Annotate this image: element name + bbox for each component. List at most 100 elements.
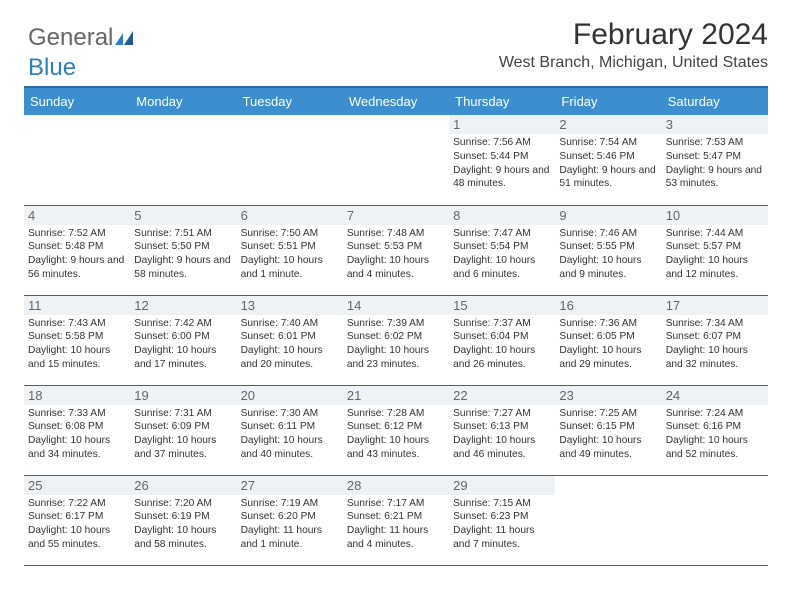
- day-number: 7: [343, 206, 449, 225]
- day-detail: Sunrise: 7:37 AMSunset: 6:04 PMDaylight:…: [453, 317, 551, 372]
- day-header: Sunday: [24, 87, 130, 115]
- day-number: 27: [237, 476, 343, 495]
- day-number: 23: [555, 386, 661, 405]
- day-header: Tuesday: [237, 87, 343, 115]
- day-detail: Sunrise: 7:39 AMSunset: 6:02 PMDaylight:…: [347, 317, 445, 372]
- day-number: 2: [555, 115, 661, 134]
- brand-part2: Blue: [28, 54, 76, 81]
- day-detail: Sunrise: 7:27 AMSunset: 6:13 PMDaylight:…: [453, 407, 551, 462]
- calendar-day: [130, 115, 236, 205]
- calendar-day: 15 Sunrise: 7:37 AMSunset: 6:04 PMDayligh…: [449, 295, 555, 385]
- calendar-day: 28 Sunrise: 7:17 AMSunset: 6:21 PMDayligh…: [343, 475, 449, 565]
- day-detail: Sunrise: 7:47 AMSunset: 5:54 PMDaylight:…: [453, 227, 551, 282]
- day-detail: Sunrise: 7:44 AMSunset: 5:57 PMDaylight:…: [666, 227, 764, 282]
- calendar-week: 25 Sunrise: 7:22 AMSunset: 6:17 PMDayligh…: [24, 475, 768, 565]
- calendar-day: [555, 475, 661, 565]
- calendar-day: 13 Sunrise: 7:40 AMSunset: 6:01 PMDayligh…: [237, 295, 343, 385]
- day-detail: Sunrise: 7:40 AMSunset: 6:01 PMDaylight:…: [241, 317, 339, 372]
- calendar-day: 3 Sunrise: 7:53 AMSunset: 5:47 PMDaylight…: [662, 115, 768, 205]
- day-detail: Sunrise: 7:36 AMSunset: 6:05 PMDaylight:…: [559, 317, 657, 372]
- calendar-day: 17 Sunrise: 7:34 AMSunset: 6:07 PMDayligh…: [662, 295, 768, 385]
- location-subtitle: West Branch, Michigan, United States: [24, 54, 768, 72]
- day-detail: Sunrise: 7:53 AMSunset: 5:47 PMDaylight:…: [666, 136, 764, 191]
- day-detail: Sunrise: 7:24 AMSunset: 6:16 PMDaylight:…: [666, 407, 764, 462]
- calendar-day: 6 Sunrise: 7:50 AMSunset: 5:51 PMDaylight…: [237, 205, 343, 295]
- calendar-day: 26 Sunrise: 7:20 AMSunset: 6:19 PMDayligh…: [130, 475, 236, 565]
- day-detail: Sunrise: 7:33 AMSunset: 6:08 PMDaylight:…: [28, 407, 126, 462]
- calendar-day: 21 Sunrise: 7:28 AMSunset: 6:12 PMDayligh…: [343, 385, 449, 475]
- flag-icon: [115, 26, 135, 54]
- calendar-day: 2 Sunrise: 7:54 AMSunset: 5:46 PMDaylight…: [555, 115, 661, 205]
- day-number: 13: [237, 296, 343, 315]
- day-header: Thursday: [449, 87, 555, 115]
- calendar-day: 1Sunrise: 7:56 AMSunset: 5:44 PMDaylight…: [449, 115, 555, 205]
- day-number: 18: [24, 386, 130, 405]
- day-detail: Sunrise: 7:17 AMSunset: 6:21 PMDaylight:…: [347, 497, 445, 552]
- day-detail: Sunrise: 7:22 AMSunset: 6:17 PMDaylight:…: [28, 497, 126, 552]
- day-number: 12: [130, 296, 236, 315]
- calendar-day: [24, 115, 130, 205]
- day-detail: Sunrise: 7:46 AMSunset: 5:55 PMDaylight:…: [559, 227, 657, 282]
- day-detail: Sunrise: 7:28 AMSunset: 6:12 PMDaylight:…: [347, 407, 445, 462]
- calendar-day: 27Sunrise: 7:19 AMSunset: 6:20 PMDayligh…: [237, 475, 343, 565]
- day-number: 24: [662, 386, 768, 405]
- day-detail: Sunrise: 7:15 AMSunset: 6:23 PMDaylight:…: [453, 497, 551, 552]
- day-number: 26: [130, 476, 236, 495]
- day-detail: Sunrise: 7:20 AMSunset: 6:19 PMDaylight:…: [134, 497, 232, 552]
- calendar-day: 14 Sunrise: 7:39 AMSunset: 6:02 PMDayligh…: [343, 295, 449, 385]
- calendar-week: 11 Sunrise: 7:43 AMSunset: 5:58 PMDayligh…: [24, 295, 768, 385]
- day-number: 29: [449, 476, 555, 495]
- calendar-week: 1Sunrise: 7:56 AMSunset: 5:44 PMDaylight…: [24, 115, 768, 205]
- day-detail: Sunrise: 7:25 AMSunset: 6:15 PMDaylight:…: [559, 407, 657, 462]
- day-number: 16: [555, 296, 661, 315]
- calendar-day: 9Sunrise: 7:46 AMSunset: 5:55 PMDaylight…: [555, 205, 661, 295]
- day-number: 5: [130, 206, 236, 225]
- day-number: 15: [449, 296, 555, 315]
- month-title: February 2024: [24, 18, 768, 52]
- day-detail: Sunrise: 7:54 AMSunset: 5:46 PMDaylight:…: [559, 136, 657, 191]
- calendar-day: [343, 115, 449, 205]
- day-number: 10: [662, 206, 768, 225]
- day-detail: Sunrise: 7:50 AMSunset: 5:51 PMDaylight:…: [241, 227, 339, 282]
- calendar-day: 10 Sunrise: 7:44 AMSunset: 5:57 PMDayligh…: [662, 205, 768, 295]
- day-detail: Sunrise: 7:31 AMSunset: 6:09 PMDaylight:…: [134, 407, 232, 462]
- day-detail: Sunrise: 7:30 AMSunset: 6:11 PMDaylight:…: [241, 407, 339, 462]
- calendar-day: 11 Sunrise: 7:43 AMSunset: 5:58 PMDayligh…: [24, 295, 130, 385]
- calendar-day: 12 Sunrise: 7:42 AMSunset: 6:00 PMDayligh…: [130, 295, 236, 385]
- day-number: 4: [24, 206, 130, 225]
- calendar-day: 24 Sunrise: 7:24 AMSunset: 6:16 PMDayligh…: [662, 385, 768, 475]
- day-detail: Sunrise: 7:52 AMSunset: 5:48 PMDaylight:…: [28, 227, 126, 282]
- day-number: 20: [237, 386, 343, 405]
- calendar-day: 29 Sunrise: 7:15 AMSunset: 6:23 PMDayligh…: [449, 475, 555, 565]
- day-number: 28: [343, 476, 449, 495]
- day-header: Saturday: [662, 87, 768, 115]
- day-number: 11: [24, 296, 130, 315]
- calendar-week: 4 Sunrise: 7:52 AMSunset: 5:48 PMDaylight…: [24, 205, 768, 295]
- calendar-day: 5Sunrise: 7:51 AMSunset: 5:50 PMDaylight…: [130, 205, 236, 295]
- calendar-day: 19Sunrise: 7:31 AMSunset: 6:09 PMDayligh…: [130, 385, 236, 475]
- day-number: 6: [237, 206, 343, 225]
- calendar-body: 1Sunrise: 7:56 AMSunset: 5:44 PMDaylight…: [24, 115, 768, 565]
- calendar-day: 25 Sunrise: 7:22 AMSunset: 6:17 PMDayligh…: [24, 475, 130, 565]
- day-number: 17: [662, 296, 768, 315]
- day-header: Wednesday: [343, 87, 449, 115]
- calendar-day: 8Sunrise: 7:47 AMSunset: 5:54 PMDaylight…: [449, 205, 555, 295]
- day-detail: Sunrise: 7:42 AMSunset: 6:00 PMDaylight:…: [134, 317, 232, 372]
- calendar-day: 20 Sunrise: 7:30 AMSunset: 6:11 PMDayligh…: [237, 385, 343, 475]
- day-number: 14: [343, 296, 449, 315]
- day-header: Friday: [555, 87, 661, 115]
- page-header: February 2024 West Branch, Michigan, Uni…: [24, 18, 768, 72]
- day-detail: Sunrise: 7:56 AMSunset: 5:44 PMDaylight:…: [453, 136, 551, 191]
- calendar-day: 23 Sunrise: 7:25 AMSunset: 6:15 PMDayligh…: [555, 385, 661, 475]
- brand-logo: General Blue: [28, 24, 135, 82]
- day-header-row: SundayMondayTuesdayWednesdayThursdayFrid…: [24, 87, 768, 115]
- day-number: 3: [662, 115, 768, 134]
- day-detail: Sunrise: 7:43 AMSunset: 5:58 PMDaylight:…: [28, 317, 126, 372]
- calendar-day: 7Sunrise: 7:48 AMSunset: 5:53 PMDaylight…: [343, 205, 449, 295]
- day-number: 25: [24, 476, 130, 495]
- brand-part1: General: [28, 24, 113, 51]
- day-number: 21: [343, 386, 449, 405]
- calendar-day: [662, 475, 768, 565]
- calendar-week: 18 Sunrise: 7:33 AMSunset: 6:08 PMDayligh…: [24, 385, 768, 475]
- day-detail: Sunrise: 7:34 AMSunset: 6:07 PMDaylight:…: [666, 317, 764, 372]
